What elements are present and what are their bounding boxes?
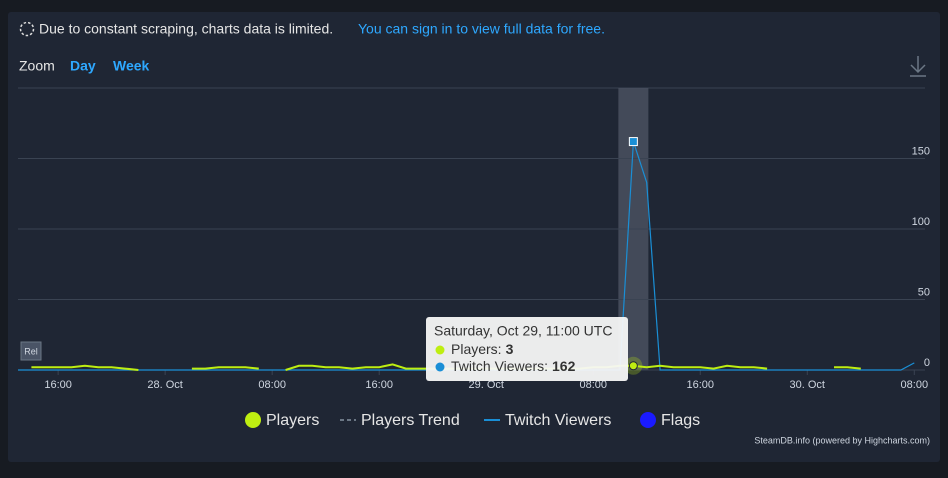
credit: SteamDB.info (powered by Highcharts.com): [754, 435, 930, 445]
x-tick-label: 16:00: [44, 379, 72, 391]
notice: Due to constant scraping, charts data is…: [39, 21, 333, 37]
tooltip-swatch: [435, 362, 445, 372]
legend-label[interactable]: Twitch Viewers: [505, 412, 611, 429]
tooltip-title: Saturday, Oct 29, 11:00 UTC: [434, 323, 612, 339]
legend-symbol: [640, 412, 656, 428]
download-icon[interactable]: [910, 56, 926, 77]
zoom-day[interactable]: Day: [70, 58, 96, 74]
legend: Players Players Trend Twitch Viewers Flags: [245, 412, 700, 429]
y-tick-label: 0: [924, 357, 930, 369]
x-tick-label: 08:00: [901, 379, 929, 391]
tooltip-row: Twitch Viewers: 162: [451, 358, 576, 374]
legend-label[interactable]: Players: [266, 412, 319, 429]
x-tick-label: 08:00: [579, 379, 607, 391]
x-tick-label: 29. Oct: [468, 379, 503, 391]
notice-icon: [19, 21, 35, 37]
x-tick-label: 28. Oct: [147, 379, 182, 391]
plot: 0 50 100 150 16:00 28. Oct 08:00 16:00 29. Oct 08…: [18, 88, 930, 391]
rel-label: Rel: [24, 346, 38, 356]
tooltip-label: Players:: [451, 341, 502, 357]
tooltip-row: Players: 3: [451, 341, 514, 357]
y-tick-label: 100: [912, 216, 930, 228]
tooltip: Saturday, Oct 29, 11:00 UTC Players: 3Twit…: [426, 317, 628, 381]
download-glyph: [910, 56, 926, 77]
x-tick-label: 30. Oct: [790, 379, 825, 391]
y-tick-label: 150: [912, 145, 930, 157]
x-tick-label: 16:00: [365, 379, 393, 391]
tooltip-box: [426, 317, 628, 381]
hover-point: [628, 137, 638, 147]
hover-point: [628, 361, 638, 371]
legend-label[interactable]: Players Trend: [361, 412, 460, 429]
x-tick-label: 16:00: [686, 379, 714, 391]
x-tick-label: 08:00: [258, 379, 286, 391]
tooltip-value: 162: [552, 358, 576, 374]
panel: [8, 12, 940, 462]
tooltip-label: Twitch Viewers:: [451, 358, 548, 374]
series-line: [31, 363, 861, 371]
tooltip-value: 3: [506, 341, 514, 357]
rel-button[interactable]: [20, 341, 42, 361]
zoom-week[interactable]: Week: [113, 58, 150, 74]
zoom-label: Zoom: [19, 58, 55, 74]
tooltip-swatch: [435, 345, 445, 355]
legend-label[interactable]: Flags: [661, 412, 700, 429]
y-tick-label: 50: [918, 286, 930, 298]
sign-in-link[interactable]: You can sign in to view full data for fr…: [358, 21, 605, 37]
legend-symbol: [245, 412, 261, 428]
